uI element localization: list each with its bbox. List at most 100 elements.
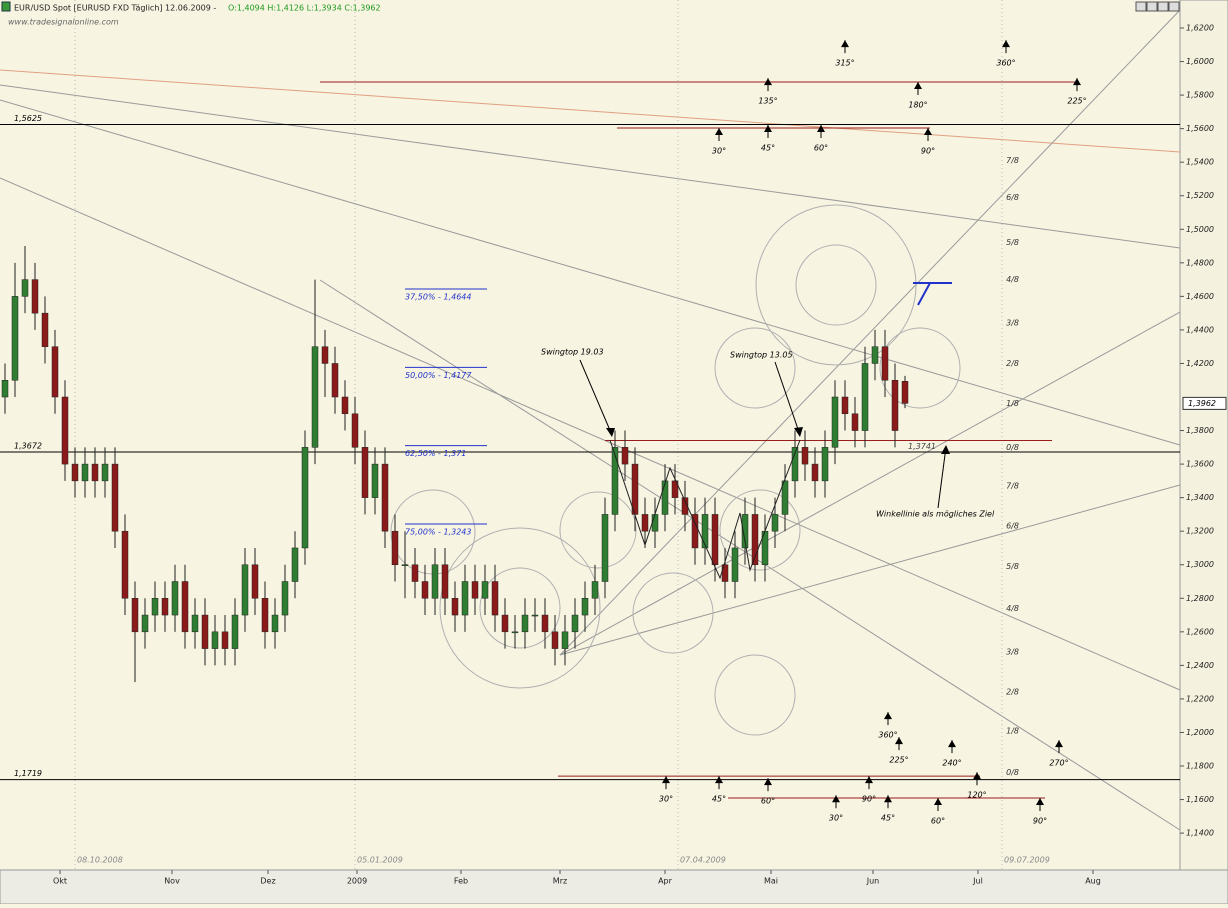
angle-arrow-head [934, 798, 942, 806]
candle-body [521, 614, 529, 633]
candle-body [621, 447, 629, 465]
cycle-circle [479, 567, 561, 649]
y-tick-label: 1,1600 [1186, 795, 1214, 804]
candle-body [321, 346, 329, 364]
angle-label: 180° [908, 101, 927, 110]
angle-arrow-head [662, 776, 670, 784]
angle-arrow-head [841, 40, 849, 48]
watermark: www.tradesignalonline.com [8, 18, 119, 27]
candle-body [91, 463, 99, 482]
candle-body [431, 564, 439, 599]
candle-body [311, 346, 319, 448]
fraction-label: 0/8 [1006, 768, 1019, 777]
candle-body [381, 463, 389, 532]
y-tick-label: 1,3600 [1186, 460, 1214, 469]
candle-body [11, 296, 19, 381]
candle-body [161, 598, 169, 616]
symbol-icon [1, 1, 11, 12]
x-tick-label: Okt [53, 877, 67, 886]
candle-body [861, 363, 869, 431]
fib-label: 62,50% - 1,371 [405, 449, 466, 458]
x-tick-label: Feb [454, 877, 468, 886]
candle-body [821, 447, 829, 482]
candle-body [771, 514, 779, 532]
candle-body [661, 480, 669, 515]
candle-body [31, 279, 39, 314]
candle-body [191, 614, 199, 633]
candle-body [341, 396, 349, 415]
angle-label: 315° [835, 59, 854, 68]
angle-label: 30° [712, 146, 726, 155]
candle-body [121, 530, 129, 599]
date-marker-label: 08.10.2008 [77, 856, 123, 865]
candle-body [531, 614, 539, 617]
time-axis [0, 869, 1228, 905]
fraction-label: 5/8 [1006, 238, 1019, 247]
angle-label: 30° [829, 814, 843, 823]
x-tick-label: Jul [972, 877, 983, 886]
candle-body [811, 463, 819, 482]
fraction-label: 3/8 [1006, 647, 1019, 656]
fraction-label: 1/8 [1006, 399, 1019, 408]
angle-label: 90° [862, 795, 876, 804]
angle-arrow-head [884, 795, 892, 803]
candle-body [151, 598, 159, 616]
angle-arrow-head [817, 124, 825, 132]
scroll-right-button[interactable] [1146, 1, 1158, 12]
fraction-label: 4/8 [1006, 275, 1019, 284]
angle-arrow-head [764, 778, 772, 786]
candle-body [611, 447, 619, 515]
y-tick-label: 1,3800 [1186, 426, 1214, 435]
candle-body [651, 514, 659, 532]
angle-arrow-head [764, 124, 772, 132]
trend-line [0, 69, 1181, 153]
price-tag-label: 1,3962 [1188, 399, 1216, 408]
candle-body [401, 564, 409, 566]
candle-body [631, 463, 639, 515]
angle-label: 225° [889, 756, 908, 765]
candle-body [641, 514, 649, 532]
close-button[interactable] [1168, 1, 1180, 12]
level-label: 1,5625 [14, 114, 42, 123]
cycle-circle [632, 572, 714, 654]
candle-body [111, 463, 119, 532]
y-tick-label: 1,4200 [1186, 359, 1214, 368]
restore-button[interactable] [1157, 1, 1169, 12]
angle-label: 360° [996, 59, 1015, 68]
y-tick-label: 1,3000 [1186, 560, 1214, 569]
note: Swingtop 13.05 [730, 351, 793, 360]
arrow-head [941, 445, 950, 454]
angle-label: 240° [942, 759, 961, 768]
arrow [579, 359, 613, 436]
candle-body [301, 447, 309, 549]
angle-arrow-head [895, 737, 903, 745]
angle-arrow-head [715, 776, 723, 784]
angle-label: 30° [659, 795, 673, 804]
x-tick-label: Nov [164, 877, 180, 886]
cycle-circle [714, 654, 796, 736]
y-tick-label: 1,4800 [1186, 258, 1214, 267]
note: Swingtop 19.03 [541, 348, 604, 357]
angle-arrow-head [764, 78, 772, 86]
angle-arrow-head [948, 740, 956, 748]
candle-body [461, 581, 469, 616]
candle-body [21, 279, 29, 297]
candle-body [421, 581, 429, 599]
plot-area [0, 0, 1180, 870]
candle-body [791, 447, 799, 482]
candle-body [281, 581, 289, 616]
candle-body [881, 346, 889, 381]
scroll-left-button[interactable] [1135, 1, 1147, 12]
price-tag [1182, 396, 1227, 410]
candle-body [511, 631, 519, 634]
angle-label: 90° [921, 146, 935, 155]
x-tick-label: Mai [764, 877, 778, 886]
x-tick-label: Jun [866, 877, 880, 886]
pattern-line [609, 439, 801, 580]
y-tick-label: 1,5400 [1186, 158, 1214, 167]
angle-arrow-head [914, 82, 922, 90]
candle-body [831, 396, 839, 448]
fraction-label: 2/8 [1006, 688, 1019, 697]
angle-arrow-head [1055, 740, 1063, 748]
candle-body [561, 631, 569, 649]
